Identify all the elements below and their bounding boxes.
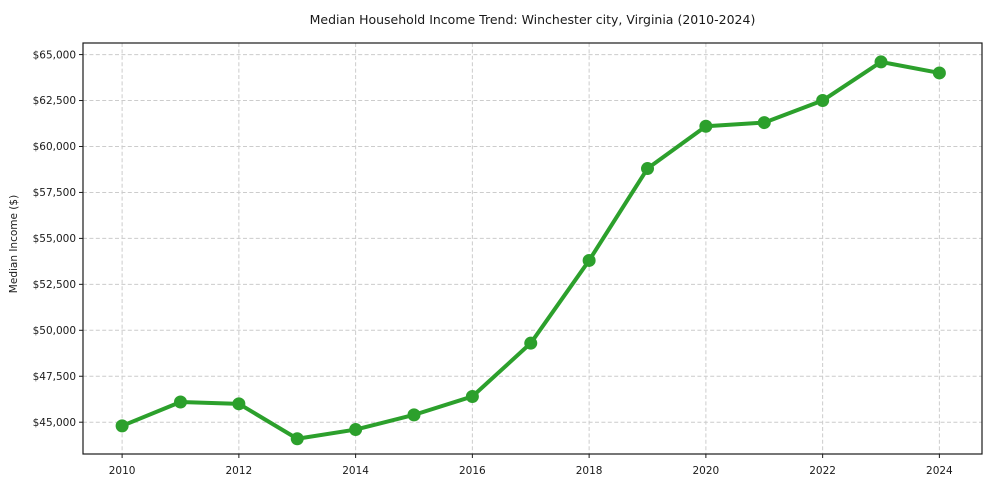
- data-point: [115, 419, 129, 433]
- data-point: [173, 395, 187, 409]
- x-tick-label: 2022: [809, 465, 836, 477]
- y-tick-label: $55,000: [33, 233, 76, 245]
- x-tick-label: 2020: [693, 465, 720, 477]
- x-tick-label: 2012: [225, 465, 252, 477]
- y-tick-label: $65,000: [33, 49, 76, 61]
- data-point: [816, 94, 830, 108]
- y-tick-label: $50,000: [33, 325, 76, 337]
- data-point: [582, 253, 596, 267]
- y-tick-label: $47,500: [33, 371, 76, 383]
- y-tick-label: $52,500: [33, 279, 76, 291]
- x-tick-label: 2024: [926, 465, 953, 477]
- data-point: [349, 423, 363, 437]
- plot-frame: [82, 42, 983, 455]
- data-point: [290, 432, 304, 446]
- y-tick-label: $60,000: [33, 141, 76, 153]
- y-tick-label: $45,000: [33, 417, 76, 429]
- y-tick-label: $62,500: [33, 95, 76, 107]
- data-point: [407, 408, 421, 422]
- data-point: [699, 119, 713, 133]
- data-point: [757, 116, 771, 130]
- x-tick-label: 2018: [576, 465, 603, 477]
- y-tick-label: $57,500: [33, 187, 76, 199]
- x-tick-label: 2016: [459, 465, 486, 477]
- data-point: [874, 55, 888, 69]
- x-tick-label: 2010: [109, 465, 136, 477]
- data-point: [524, 336, 538, 350]
- data-point: [465, 389, 479, 403]
- data-point: [932, 66, 946, 80]
- trend-line: [120, 59, 942, 441]
- chart-title: Median Household Income Trend: Wincheste…: [309, 12, 756, 27]
- x-tick-label: 2014: [342, 465, 369, 477]
- data-point: [641, 162, 655, 176]
- data-point: [232, 397, 246, 411]
